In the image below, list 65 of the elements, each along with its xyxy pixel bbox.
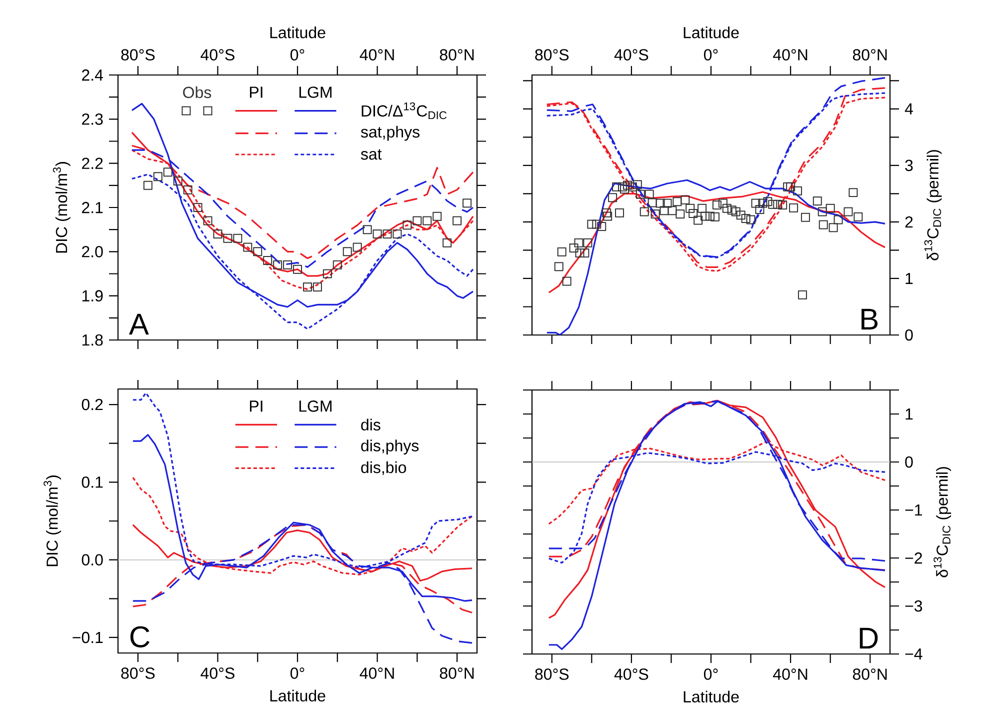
x-tick-label: 80°N — [852, 49, 887, 60]
x-tick-label: 80°S — [535, 49, 569, 60]
y-tick-label: 2.2 — [82, 158, 103, 169]
y-tick-label: −0.1 — [72, 632, 103, 644]
x-tick-label: 40°N — [360, 49, 394, 60]
y-tick-label: −2 — [905, 552, 922, 564]
legend-label: dis,bio — [361, 461, 406, 476]
y-tick-label: 2 — [905, 216, 913, 228]
x-axis-title: Latitude — [270, 690, 326, 702]
x-tick-label: 0° — [704, 668, 718, 680]
x-tick-label: 40°N — [773, 49, 808, 60]
x-tick-label: 80°N — [440, 49, 474, 60]
y-tick-label: 2.1 — [82, 202, 103, 214]
y-axis-title: δ$^{13}$C$_{DIC}$ (permil) — [924, 150, 942, 260]
annotation: D — [860, 628, 878, 648]
y-tick-label: 1.9 — [82, 290, 103, 302]
x-axis-title: Latitude — [684, 26, 739, 38]
legend-label: dis,phys — [361, 440, 419, 455]
x-axis-title: Latitude — [684, 690, 739, 702]
y-tick-label: 1 — [906, 272, 913, 284]
legend-label: sat,phys — [360, 126, 420, 141]
x-axis-title: Latitude — [270, 26, 326, 38]
y-tick-label: 0.2 — [82, 398, 103, 410]
y-tick-label: 0.1 — [82, 476, 103, 488]
y-tick-label: 2.3 — [82, 114, 103, 125]
x-tick-label: 40°S — [200, 668, 234, 679]
y-tick-label: −3 — [905, 600, 922, 612]
annotation: LGM — [299, 86, 332, 98]
y-tick-label: 3 — [905, 160, 913, 172]
y-axis-title: DIC (mol/m$^{3}$) — [44, 476, 62, 566]
y-axis-title: DIC (mol/m$^{3}$) — [52, 162, 70, 253]
x-tick-label: 80°S — [535, 668, 569, 680]
x-tick-label: 80°S — [121, 668, 155, 679]
y-tick-label: 4 — [904, 103, 913, 114]
annotation: PI — [250, 400, 262, 412]
x-tick-label: 0° — [290, 668, 304, 679]
y-tick-label: 2.4 — [82, 69, 103, 81]
annotation: PI — [250, 86, 262, 98]
y-tick-label: −4 — [905, 648, 922, 660]
text: Obs — [183, 86, 212, 98]
x-tick-label: 40°S — [614, 668, 648, 680]
annotation: C — [130, 626, 150, 648]
x-tick-label: 40°N — [360, 668, 394, 679]
x-tick-label: 40°S — [200, 49, 234, 60]
x-tick-label: 0° — [704, 49, 718, 60]
y-tick-label: 2.0 — [82, 246, 103, 258]
annotation: B — [862, 308, 878, 330]
x-tick-label: 80°N — [440, 668, 474, 679]
y-tick-label: 1 — [906, 408, 913, 420]
annotation: A — [128, 314, 149, 334]
x-tick-label: 80°S — [121, 49, 155, 60]
x-tick-label: 0° — [290, 49, 304, 60]
y-tick-label: 1.8 — [82, 334, 103, 346]
y-tick-label: −1 — [905, 504, 922, 516]
legend-label: sat — [360, 149, 382, 160]
x-tick-label: 40°S — [614, 49, 648, 60]
annotation: LGM — [299, 400, 332, 412]
y-tick-label: 0 — [905, 329, 913, 341]
y-tick-label: 0 — [905, 456, 913, 468]
x-tick-label: 80°N — [852, 668, 887, 680]
y-tick-label: 0.0 — [82, 554, 103, 566]
x-tick-label: 40°N — [773, 668, 808, 680]
legend-label: dis — [361, 418, 380, 431]
y-axis-title: δ$^{13}$C$_{DIC}$ (permil) — [934, 467, 952, 578]
legend-label: DIC/Δ$^{13}$C$_{DIC}$ — [362, 102, 447, 120]
